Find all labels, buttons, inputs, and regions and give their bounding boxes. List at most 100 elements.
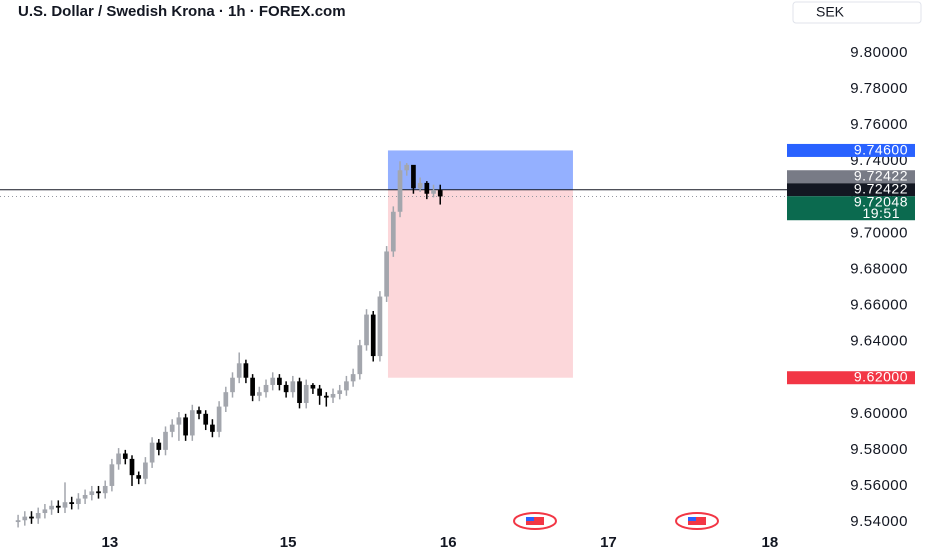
candle-body (397, 170, 403, 212)
candle-body (437, 190, 443, 197)
y-tick-label: 9.56000 (850, 477, 908, 494)
candle-body (69, 502, 75, 505)
chart-title: U.S. Dollar / Swedish Krona · 1h · FOREX… (18, 3, 346, 20)
loss-zone (387, 189, 573, 378)
candle-body (89, 491, 95, 495)
candle-body (203, 413, 209, 425)
candle-body (42, 509, 48, 514)
candle-body (55, 505, 61, 508)
candle-body (102, 485, 108, 494)
candle-body (337, 390, 343, 394)
candle-body (22, 516, 28, 521)
y-tick-label: 9.64000 (850, 333, 908, 350)
candle-body (250, 377, 255, 396)
x-tick-label: 16 (440, 534, 457, 550)
y-tick-label: 9.66000 (850, 297, 908, 314)
candle-body (196, 410, 202, 414)
x-tick-label: 18 (762, 534, 779, 550)
candle-body (216, 406, 222, 432)
candle-body (277, 377, 282, 385)
event-icon[interactable] (513, 512, 557, 530)
candle-body (156, 442, 162, 450)
y-tick-label: 9.80000 (850, 44, 908, 61)
y-tick-label: 9.58000 (850, 441, 908, 458)
candle-body (256, 392, 262, 396)
price-label: 9.72422 (854, 181, 908, 197)
price-label: 9.72048 (854, 194, 908, 210)
candle-body (377, 296, 383, 357)
candle-body (370, 314, 376, 357)
candle-body (169, 424, 175, 432)
flag (526, 517, 544, 525)
candle-body (109, 464, 115, 486)
candle-body (143, 462, 148, 479)
flag-canton (526, 517, 534, 521)
price-label-box (787, 183, 915, 197)
x-tick-label: 17 (600, 534, 617, 550)
candle-body (15, 520, 21, 523)
candle-body (357, 345, 363, 375)
price-label-box (787, 196, 915, 221)
candle-body (183, 417, 188, 436)
candle-body (62, 502, 68, 508)
candle-body (330, 393, 336, 398)
candle-body (364, 314, 369, 346)
candle-body (230, 377, 235, 393)
candle-body (136, 475, 142, 479)
y-tick-label: 9.54000 (850, 513, 908, 530)
candle-body (350, 374, 356, 382)
candle-body (290, 381, 296, 393)
candle-body (236, 363, 242, 378)
candle-body (223, 392, 229, 407)
price-label-box (787, 371, 915, 385)
y-tick-label: 9.70000 (850, 224, 908, 241)
candle-body (390, 211, 396, 252)
currency-button[interactable]: SEK (816, 4, 845, 20)
candle-body (176, 417, 182, 425)
candle-body (96, 491, 101, 494)
price-label-box (787, 170, 915, 184)
candle-body (297, 381, 302, 403)
y-tick-label: 9.78000 (850, 80, 908, 97)
candle-body (116, 453, 121, 465)
candle-body (35, 513, 41, 519)
x-tick-label: 15 (280, 534, 297, 550)
x-tick-label: 13 (102, 534, 119, 550)
event-icon[interactable] (675, 512, 719, 530)
candle-body (122, 453, 128, 459)
candle-body (344, 381, 349, 391)
candle-body (263, 384, 269, 393)
candle-body (49, 505, 54, 510)
candle-body (76, 498, 81, 505)
price-label-box (787, 143, 915, 157)
candle-body (283, 384, 289, 393)
candle-body (29, 516, 34, 519)
candle-body (82, 494, 88, 499)
candle-body (417, 182, 423, 189)
candle-body (303, 384, 309, 403)
candle-body (323, 395, 329, 398)
candle-body (149, 442, 155, 463)
countdown: 19:51 (862, 205, 900, 221)
candle-body (243, 363, 249, 378)
candle-body (129, 458, 135, 476)
candle-body (317, 388, 322, 396)
plot-area (0, 150, 790, 528)
price-label: 9.74600 (854, 141, 908, 157)
y-tick-label: 9.68000 (850, 260, 908, 277)
currency-button-box[interactable] (792, 1, 922, 24)
candle-body (210, 424, 215, 432)
candle-body (411, 164, 416, 189)
candle-body (431, 190, 436, 194)
price-label: 9.72422 (854, 168, 908, 184)
price-label: 9.62000 (854, 369, 908, 385)
candle-body (270, 377, 276, 385)
flag (688, 517, 706, 525)
candle-body (404, 164, 410, 171)
candle-body (310, 384, 316, 389)
candle-body (384, 251, 389, 297)
y-tick-label: 9.76000 (850, 116, 908, 133)
candle-body (163, 431, 168, 450)
